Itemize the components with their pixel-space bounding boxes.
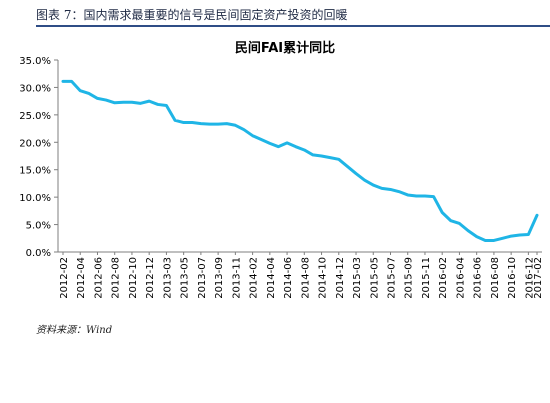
x-tick-label: 2014-04 (266, 257, 277, 299)
y-tick-label: 0.0% (26, 248, 51, 259)
x-tick-label: 2012-02 (59, 257, 70, 299)
x-tick-label: 2016-06 (473, 257, 484, 299)
x-tick-label: 2013-11 (231, 257, 242, 299)
y-axis: 0.0% 5.0% 10.0% 15.0% 20.0% 25.0% 30.0% 35.0% (19, 56, 59, 259)
x-tick-label: 2016-08 (490, 257, 501, 299)
series-line (61, 79, 539, 242)
x-tick-label: 2014-12 (335, 257, 346, 299)
y-tick-label: 10.0% (19, 193, 51, 204)
x-tick-label: 2012-12 (145, 257, 156, 299)
chart-title: 民间FAI累计同比 (235, 40, 335, 56)
y-tick-label: 30.0% (19, 83, 51, 94)
x-tick-label: 2015-07 (386, 257, 397, 299)
title-divider (36, 25, 550, 27)
x-tick-label: 2015-09 (404, 257, 415, 299)
x-tick-label: 2016-12 (524, 257, 535, 299)
x-axis: 2012-02 2012-04 2012-06 2012-08 2012-10 2012-… (58, 251, 544, 299)
y-tick-label: 35.0% (19, 56, 51, 67)
y-tick-label: 25.0% (19, 111, 51, 122)
x-tick-label: 2012-04 (76, 257, 87, 299)
source-note: 资料来源：Wind (36, 325, 113, 336)
series-layer (61, 79, 539, 242)
x-tick-label: 2012-10 (128, 257, 139, 299)
x-tick-label: 2014-08 (300, 257, 311, 299)
x-tick-label: 2013-09 (214, 257, 225, 299)
x-tick-label: 2013-03 (162, 257, 173, 299)
y-tick-label: 5.0% (26, 221, 51, 232)
x-tick-label: 2015-11 (421, 257, 432, 299)
x-tick-label: 2013-05 (180, 257, 191, 299)
x-tick-label: 2014-02 (249, 257, 260, 299)
x-tick-label: 2016-10 (507, 257, 518, 299)
x-tick-label: 2014-06 (283, 257, 294, 299)
x-tick-label: 2016-04 (455, 257, 466, 299)
y-tick-label: 15.0% (19, 166, 51, 177)
y-tick-label: 20.0% (19, 138, 51, 149)
x-tick-label: 2016-02 (438, 257, 449, 299)
x-tick-label: 2014-10 (318, 257, 329, 299)
x-tick-label: 2013-07 (197, 257, 208, 299)
x-tick-label: 2012-06 (93, 257, 104, 299)
figure-title: 图表 7：国内需求最重要的信号是民间固定资产投资的回暖 (36, 8, 348, 22)
x-tick-label: 2015-05 (369, 257, 380, 299)
x-tick-label: 2015-03 (352, 257, 363, 299)
x-tick-label: 2017-02 (533, 257, 544, 299)
x-tick-label: 2012-08 (111, 257, 122, 299)
